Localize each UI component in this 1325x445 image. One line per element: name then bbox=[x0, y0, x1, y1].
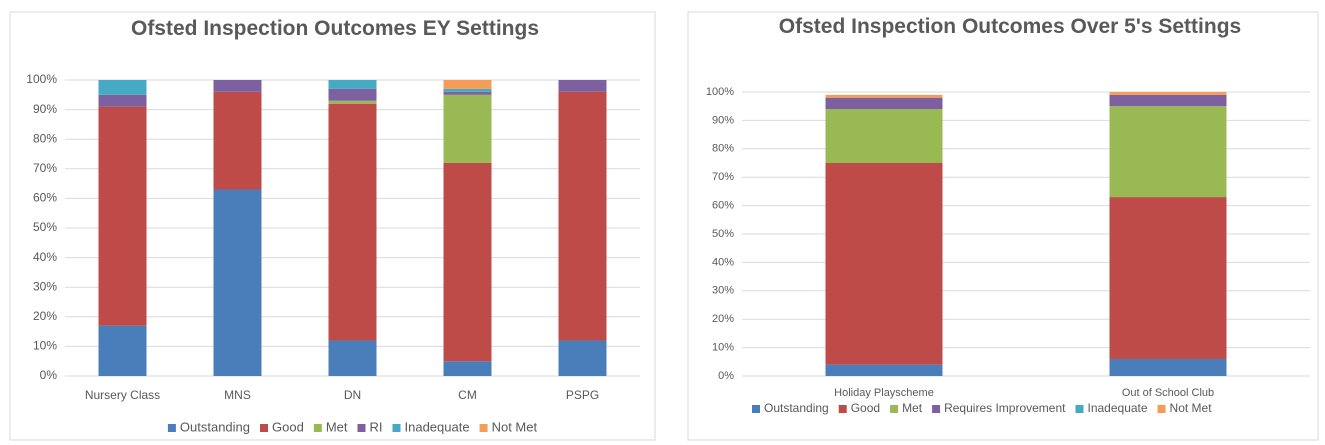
x-tick-label: CM bbox=[458, 388, 477, 402]
y-tick-label: 20% bbox=[712, 313, 734, 325]
legend-label: Inadequate bbox=[405, 419, 470, 434]
y-tick-label: 90% bbox=[712, 114, 734, 126]
x-tick-label: Out of School Club bbox=[1122, 387, 1214, 399]
bar-segment bbox=[443, 88, 492, 92]
bar-segment bbox=[825, 97, 943, 110]
chart-title: Ofsted Inspection Outcomes EY Settings bbox=[130, 17, 540, 40]
bar-segment bbox=[98, 94, 147, 107]
bar-segment bbox=[213, 80, 262, 92]
y-tick-label: 100% bbox=[26, 72, 57, 86]
legend-label: Requires Improvement bbox=[944, 401, 1066, 415]
bar-segment bbox=[328, 103, 377, 341]
legend-swatch bbox=[260, 424, 269, 432]
bar-segment bbox=[443, 94, 492, 163]
y-tick-label: 70% bbox=[712, 171, 734, 183]
legend-label: Outstanding bbox=[180, 419, 250, 434]
x-tick-label: Holiday Playscheme bbox=[834, 387, 934, 399]
y-tick-label: 90% bbox=[33, 102, 57, 116]
y-tick-label: 100% bbox=[706, 86, 734, 98]
y-tick-label: 40% bbox=[33, 250, 57, 264]
legend-swatch bbox=[167, 424, 176, 432]
x-tick-label: Nursery Class bbox=[85, 388, 160, 402]
y-tick-label: 0% bbox=[718, 370, 734, 382]
legend-label: Met bbox=[326, 419, 348, 434]
bar-segment bbox=[443, 361, 492, 376]
bar-segment bbox=[1109, 92, 1227, 95]
bar-segment bbox=[443, 91, 492, 95]
legend-label: Good bbox=[272, 419, 304, 434]
legend-label: Not Met bbox=[1170, 401, 1213, 415]
legend-label: Not Met bbox=[492, 419, 538, 434]
bar-segment bbox=[328, 340, 377, 376]
y-tick-label: 10% bbox=[33, 339, 57, 353]
y-tick-label: 60% bbox=[33, 191, 57, 205]
bar-segment bbox=[98, 80, 147, 95]
x-tick-label: PSPG bbox=[566, 388, 599, 402]
bar-segment bbox=[213, 91, 262, 190]
legend-swatch bbox=[357, 424, 366, 432]
legend-label: RI bbox=[370, 419, 383, 434]
bar-segment bbox=[443, 80, 492, 89]
x-tick-label: MNS bbox=[224, 388, 251, 402]
bar-segment bbox=[825, 163, 943, 365]
bar-segment bbox=[328, 88, 377, 101]
y-tick-label: 50% bbox=[33, 220, 57, 234]
y-tick-label: 40% bbox=[712, 256, 734, 268]
legend-swatch bbox=[313, 424, 322, 432]
y-tick-label: 70% bbox=[33, 161, 57, 175]
bar-segment bbox=[558, 340, 607, 376]
legend-swatch bbox=[838, 405, 847, 413]
legend-swatch bbox=[932, 405, 941, 413]
legend-swatch bbox=[1075, 405, 1084, 413]
legend-swatch bbox=[392, 424, 401, 432]
legend-swatch bbox=[752, 405, 760, 413]
y-tick-label: 20% bbox=[33, 309, 57, 323]
legend-swatch bbox=[1157, 405, 1166, 413]
legend-swatch bbox=[479, 424, 488, 432]
y-tick-label: 80% bbox=[712, 143, 734, 155]
bar-segment bbox=[558, 91, 607, 341]
y-tick-label: 10% bbox=[712, 342, 734, 354]
y-tick-label: 30% bbox=[712, 285, 734, 297]
bar-segment bbox=[98, 325, 147, 376]
legend-swatch bbox=[890, 405, 899, 413]
legend-label: Met bbox=[902, 401, 923, 415]
bar-segment bbox=[213, 189, 262, 376]
bar-segment bbox=[1109, 358, 1227, 376]
x-tick-label: DN bbox=[344, 388, 361, 402]
legend-label: Outstanding bbox=[764, 401, 829, 415]
bar-segment bbox=[825, 94, 943, 98]
bar-segment bbox=[1109, 106, 1227, 198]
bar-segment bbox=[825, 364, 943, 376]
bar-segment bbox=[328, 80, 377, 89]
bar-segment bbox=[1109, 94, 1227, 107]
chart-title-box: Ofsted Inspection Outcomes EY Settings bbox=[130, 17, 540, 40]
chart-title: Ofsted Inspection Outcomes Over 5's Sett… bbox=[778, 15, 1242, 38]
bar-segment bbox=[443, 162, 492, 362]
legend-label: Inadequate bbox=[1087, 401, 1147, 415]
y-tick-label: 60% bbox=[712, 200, 734, 212]
chart-title-box: Ofsted Inspection Outcomes Over 5's Sett… bbox=[778, 15, 1242, 38]
bar-segment bbox=[1109, 197, 1227, 359]
y-tick-label: 0% bbox=[40, 368, 58, 382]
y-tick-label: 80% bbox=[33, 131, 57, 145]
bar-segment bbox=[328, 100, 377, 104]
bar-segment bbox=[825, 109, 943, 163]
y-tick-label: 30% bbox=[33, 279, 57, 293]
y-tick-label: 50% bbox=[712, 228, 734, 240]
bar-segment bbox=[98, 106, 147, 326]
legend-label: Good bbox=[851, 401, 880, 415]
bar-segment bbox=[558, 80, 607, 92]
